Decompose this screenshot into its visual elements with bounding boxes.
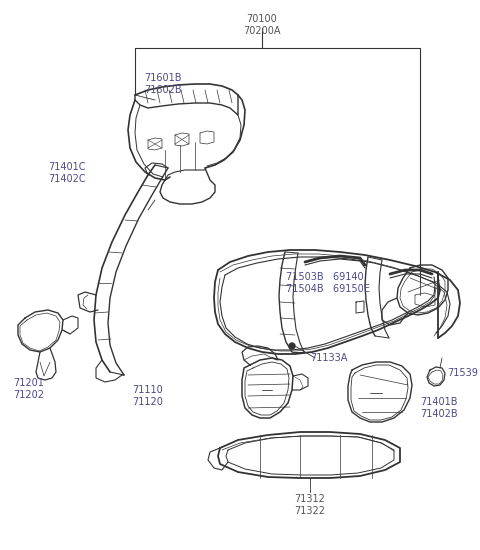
Text: 71312
71322: 71312 71322 (295, 494, 325, 515)
Text: 71401B
71402B: 71401B 71402B (420, 397, 457, 419)
Text: 70100
70200A: 70100 70200A (243, 14, 281, 36)
Text: 71401C
71402C: 71401C 71402C (48, 162, 85, 184)
Text: 71539: 71539 (447, 368, 478, 378)
Text: 71503B   69140
71504B   69150E: 71503B 69140 71504B 69150E (286, 272, 370, 294)
Text: 71110
71120: 71110 71120 (132, 385, 163, 406)
Text: 71601B
71602B: 71601B 71602B (144, 73, 181, 95)
Circle shape (289, 343, 295, 349)
Text: 71201
71202: 71201 71202 (13, 378, 44, 400)
Text: 71133A: 71133A (310, 353, 348, 363)
